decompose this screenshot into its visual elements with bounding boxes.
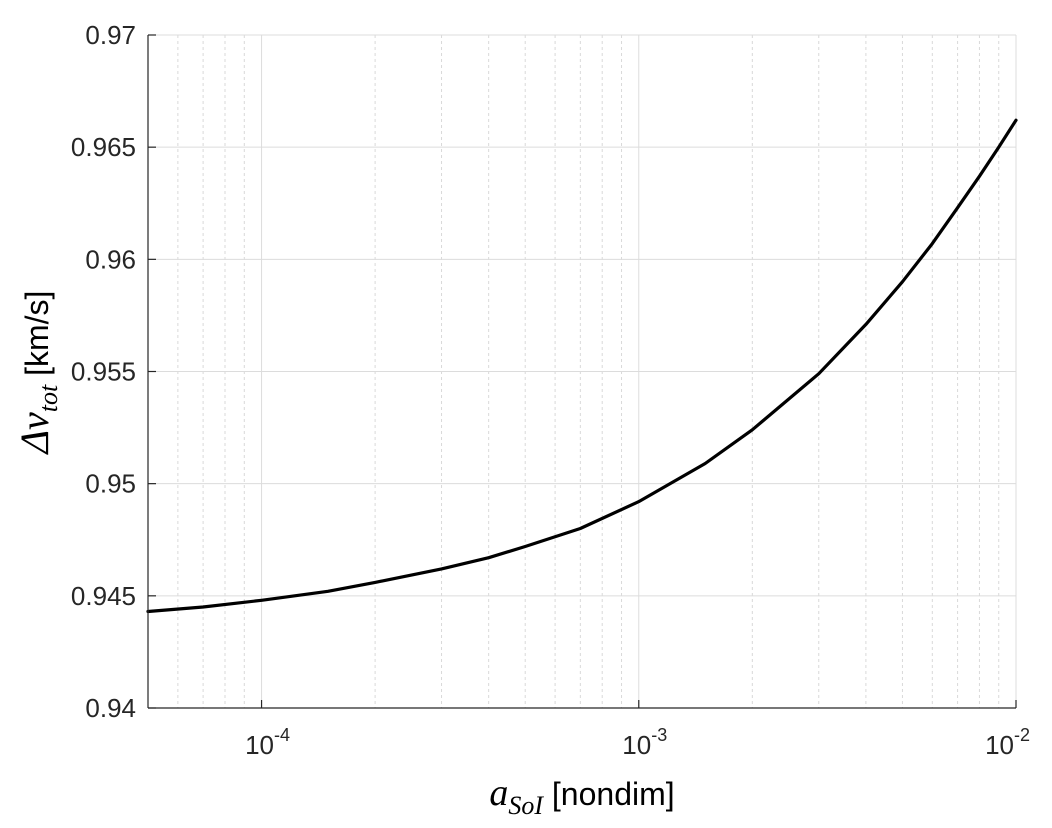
x-tick-label: 10-2 — [985, 725, 1030, 760]
x-tick-labels: 10-4 10-3 10-2 — [245, 725, 1030, 760]
x-tick-label: 10-4 — [245, 725, 290, 760]
y-axis-subscript: tot — [34, 384, 63, 412]
axes-lines — [147, 34, 1017, 709]
y-axis-unit: [km/s] — [19, 291, 55, 385]
y-axis-symbol: Δv — [12, 412, 57, 455]
y-tick-label: 0.96 — [85, 244, 136, 274]
y-tick-label: 0.95 — [85, 469, 136, 499]
y-tick-label: 0.94 — [85, 693, 136, 723]
x-axis-unit: [nondim] — [543, 776, 675, 812]
y-axis-label-group: Δvtot [km/s] — [12, 291, 63, 456]
y-axis-label: Δvtot [km/s] — [12, 291, 63, 456]
y-tick-label: 0.945 — [71, 581, 136, 611]
x-tick-label: 10-3 — [622, 725, 667, 760]
x-axis-subscript: SoI — [508, 791, 544, 820]
y-tick-label: 0.97 — [85, 20, 136, 50]
y-tick-labels: 0.94 0.945 0.95 0.955 0.96 0.965 0.97 — [71, 20, 136, 723]
y-tick-label: 0.965 — [71, 132, 136, 162]
series-layer — [146, 118, 1018, 614]
x-axis-symbol: a — [489, 772, 508, 814]
y-tick-label: 0.955 — [71, 357, 136, 387]
series-line-0 — [146, 118, 1018, 614]
x-axis-label: aSoI [nondim] — [489, 772, 674, 820]
